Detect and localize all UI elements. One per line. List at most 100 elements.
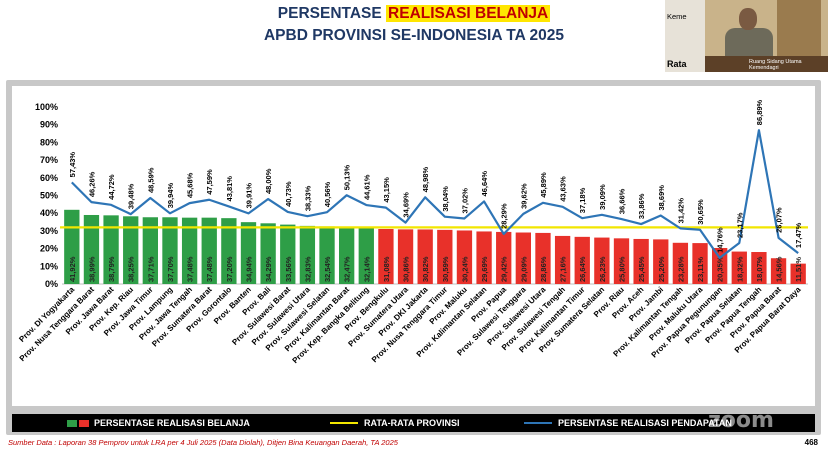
- bar-value-label: 37,48%: [205, 256, 214, 282]
- bar-value-label: 37,70%: [166, 256, 175, 282]
- revenue-value-label: 38,33%: [303, 185, 312, 211]
- bar-value-label: 38,79%: [107, 256, 116, 282]
- revenue-value-label: 33,86%: [637, 193, 646, 219]
- bar: [339, 226, 355, 284]
- bar-value-label: 33,56%: [284, 256, 293, 282]
- title-line-2: APBD PROVINSI SE-INDONESIA TA 2025: [263, 27, 565, 44]
- y-tick-label: 20%: [40, 244, 58, 254]
- revenue-value-label: 39,94%: [166, 183, 175, 209]
- chart-svg: 0% 10% 20% 30% 40% 50% 60% 70% 80% 90% 100% 41,92% 3…: [17, 99, 808, 365]
- bar-value-label: 29,69%: [480, 256, 489, 282]
- legend-revenue-label: PERSENTASE REALISASI PENDAPATAN: [558, 418, 732, 428]
- revenue-value-label: 14,76%: [716, 227, 725, 253]
- video-desk: [705, 56, 828, 72]
- revenue-value-label: 37,18%: [578, 187, 587, 213]
- bar-value-label: 29,42%: [500, 256, 509, 282]
- legend-bar-entry: PERSENTASE REALISASI BELANJA: [67, 414, 250, 432]
- video-thumbnail[interactable]: Keme Ruang Sidang Utama Kemendagri Rata: [665, 0, 828, 72]
- bar: [397, 229, 414, 284]
- bar-value-label: 28,86%: [539, 256, 548, 282]
- bar: [437, 229, 453, 284]
- bar: [574, 236, 590, 284]
- bar-value-label: 23,11%: [696, 257, 705, 282]
- legend: PERSENTASE REALISASI BELANJA RATA-RATA P…: [12, 414, 815, 432]
- revenue-value-label: 45,89%: [539, 172, 548, 198]
- chart-title: PERSENTASE REALISASI BELANJA APBD PROVIN…: [0, 3, 828, 47]
- bar: [790, 263, 806, 284]
- y-tick-label: 60%: [40, 173, 58, 183]
- bar: [613, 238, 630, 284]
- bar-value-label: 32,83%: [303, 256, 312, 282]
- video-corner-label: Rata: [667, 59, 687, 69]
- revenue-value-label: 38,69%: [657, 185, 666, 211]
- bar: [260, 223, 276, 284]
- revenue-value-label: 30,65%: [696, 199, 705, 225]
- revenue-value-label: 39,91%: [245, 183, 254, 209]
- bar-value-label: 18,07%: [755, 256, 764, 282]
- revenue-value-label: 39,62%: [519, 183, 528, 209]
- bar-value-label: 23,28%: [676, 256, 685, 282]
- bar: [456, 230, 473, 284]
- legend-bar-label: PERSENTASE REALISASI BELANJA: [94, 418, 250, 428]
- bar-value-label: 30,24%: [460, 256, 469, 282]
- revenue-value-label: 31,42%: [676, 198, 685, 224]
- bar-value-label: 26,64%: [578, 256, 587, 282]
- y-tick-label: 0%: [45, 279, 58, 289]
- bar-value-label: 41,92%: [68, 256, 77, 282]
- revenue-value-label: 46,26%: [87, 171, 96, 197]
- revenue-value-label: 17,47%: [794, 222, 803, 248]
- bar-value-label: 32,14%: [362, 256, 371, 282]
- bar-value-label: 37,48%: [186, 256, 195, 282]
- legend-yellow-line: [330, 422, 358, 424]
- title-line-1: PERSENTASE REALISASI BELANJA: [0, 3, 828, 25]
- legend-blue-line: [524, 422, 552, 424]
- revenue-value-label: 36,66%: [618, 188, 627, 214]
- bar-value-label: 25,80%: [618, 256, 627, 282]
- legend-red-swatch: [79, 419, 89, 427]
- bar-value-label: 38,99%: [87, 256, 96, 282]
- y-tick-label: 50%: [40, 191, 58, 201]
- revenue-value-label: 28,29%: [500, 203, 509, 229]
- revenue-value-label: 45,68%: [186, 172, 195, 198]
- bar: [142, 217, 158, 284]
- bar-value-label: 32,54%: [323, 256, 332, 282]
- legend-revenue-entry: PERSENTASE REALISASI PENDAPATAN: [524, 414, 732, 432]
- bar-value-label: 34,29%: [264, 256, 273, 282]
- bar-value-label: 20,35%: [716, 256, 725, 282]
- revenue-value-label: 48,98%: [421, 167, 430, 193]
- bar-value-label: 25,20%: [657, 256, 666, 282]
- revenue-value-label: 44,72%: [107, 174, 116, 200]
- title-prefix: PERSENTASE: [277, 5, 382, 22]
- title-highlight: REALISASI BELANJA: [386, 5, 551, 22]
- revenue-value-label: 26,07%: [775, 207, 784, 233]
- bar: [731, 251, 747, 284]
- bar-value-label: 27,16%: [559, 256, 568, 282]
- revenue-value-label: 57,43%: [68, 152, 77, 178]
- revenue-value-label: 47,59%: [205, 169, 214, 195]
- bar: [162, 217, 178, 284]
- bar: [554, 235, 571, 284]
- bar: [535, 232, 551, 284]
- revenue-value-label: 46,64%: [480, 171, 489, 197]
- bar-value-label: 32,47%: [343, 256, 352, 282]
- source-note: Sumber Data : Laporan 38 Pemprov untuk L…: [8, 438, 398, 447]
- category-label: Prov. Nusa Tenggara Barat: [18, 285, 96, 363]
- video-door: [777, 0, 821, 58]
- bar-value-label: 29,09%: [519, 256, 528, 282]
- legend-average-entry: RATA-RATA PROVINSI: [330, 414, 460, 432]
- revenue-value-label: 50,13%: [343, 165, 352, 191]
- bar: [201, 217, 217, 284]
- page-number: 468: [804, 438, 818, 447]
- bar-value-label: 14,56%: [775, 256, 784, 282]
- bar: [83, 214, 100, 284]
- bar: [751, 252, 767, 284]
- bar-value-label: 37,71%: [146, 256, 155, 282]
- bar: [496, 231, 512, 284]
- zoom-watermark: zoom: [708, 408, 774, 433]
- bar: [653, 239, 669, 284]
- revenue-value-label: 43,81%: [225, 176, 234, 202]
- revenue-value-label: 40,56%: [323, 181, 332, 207]
- y-tick-label: 90%: [40, 120, 58, 130]
- bar: [240, 222, 257, 284]
- y-tick-label: 80%: [40, 137, 58, 147]
